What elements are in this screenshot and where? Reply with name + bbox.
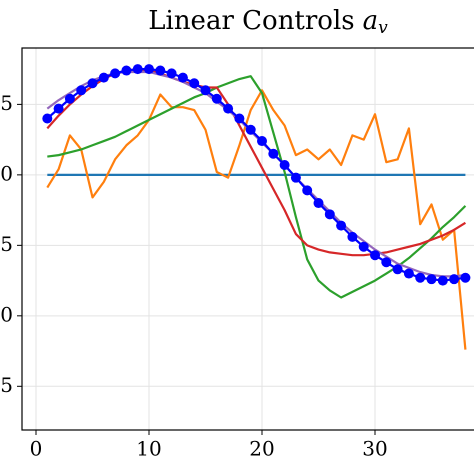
x-tick-label: 20 (249, 437, 274, 461)
data-point (302, 185, 313, 196)
y-tick-label: −1.5 (0, 373, 13, 397)
data-point (347, 231, 358, 242)
y-tick-label: −1.0 (0, 302, 13, 326)
data-point (234, 113, 245, 124)
data-point (392, 264, 403, 275)
data-point (121, 65, 132, 76)
data-point (324, 209, 335, 220)
title-text: Linear Controls (148, 6, 354, 36)
data-point (313, 198, 324, 209)
series-line (46, 89, 467, 350)
data-point (155, 65, 166, 76)
data-point (98, 72, 109, 83)
data-point (144, 64, 155, 75)
data-point (403, 268, 414, 279)
data-point (200, 85, 211, 96)
chart-title: Linear Controls av (148, 6, 388, 38)
data-point (449, 274, 460, 285)
data-point (42, 113, 53, 124)
plot-frame (21, 47, 474, 431)
axes: 0 10 20 30 −1.5 −1.0 −0.5 0.0 0.5 (0, 47, 474, 461)
data-point (370, 250, 381, 261)
data-point (211, 93, 222, 104)
x-tick-label: 10 (136, 437, 161, 461)
data-point (257, 136, 268, 147)
title-symbol: a (363, 6, 379, 36)
data-point (460, 272, 471, 283)
data-point (53, 103, 64, 114)
data-point (426, 274, 437, 285)
data-point (132, 64, 143, 75)
grid (22, 48, 474, 430)
data-point (336, 220, 347, 231)
data-point (245, 124, 256, 135)
data-point (223, 103, 234, 114)
plot-area (42, 64, 471, 350)
x-tick-label: 0 (30, 437, 43, 461)
data-point (358, 241, 369, 252)
y-tick-label: 0.0 (0, 161, 13, 185)
data-point (415, 272, 426, 283)
y-tick-label: 0.5 (0, 91, 13, 115)
title-subscript: v (378, 18, 388, 38)
data-point (381, 257, 392, 268)
data-point (76, 85, 87, 96)
data-point (110, 68, 121, 79)
data-point (166, 68, 177, 79)
data-point (87, 78, 98, 89)
series-line (47, 75, 467, 299)
data-point (437, 275, 448, 286)
data-point (177, 72, 188, 83)
series-line (46, 68, 466, 257)
y-tick-label: −0.5 (0, 232, 13, 256)
x-tick-label: 30 (362, 437, 387, 461)
data-point (279, 159, 290, 170)
data-point (268, 148, 279, 159)
data-point (64, 93, 75, 104)
data-point (290, 172, 301, 183)
data-point (189, 78, 200, 89)
